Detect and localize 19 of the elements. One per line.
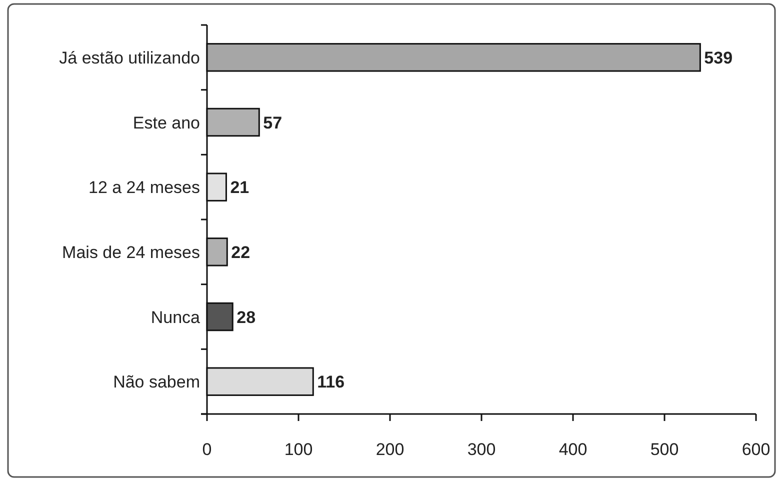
x-tick-label: 500 — [650, 440, 679, 459]
y-tick-label: Não sabem — [113, 372, 200, 392]
y-tick-label: Nunca — [150, 308, 201, 327]
y-tick-label: Mais de 24 meses — [62, 242, 200, 262]
x-tick-label: 600 — [742, 440, 770, 459]
x-tick-label: 100 — [284, 440, 313, 459]
x-tick-label: 300 — [467, 440, 496, 459]
data-label: 22 — [231, 242, 250, 262]
x-tick-label: 200 — [376, 440, 404, 459]
data-label: 28 — [236, 308, 256, 327]
data-label: 539 — [704, 48, 733, 68]
y-tick-label: Já estão utilizando — [59, 48, 200, 68]
y-tick-label: 12 a 24 meses — [88, 178, 200, 198]
x-tick-label: 400 — [558, 440, 588, 459]
data-label: 116 — [317, 372, 345, 392]
data-label: 57 — [263, 113, 282, 132]
data-label: 21 — [230, 178, 250, 198]
y-tick-label: Este ano — [132, 113, 200, 132]
x-tick-label: 0 — [202, 440, 212, 459]
